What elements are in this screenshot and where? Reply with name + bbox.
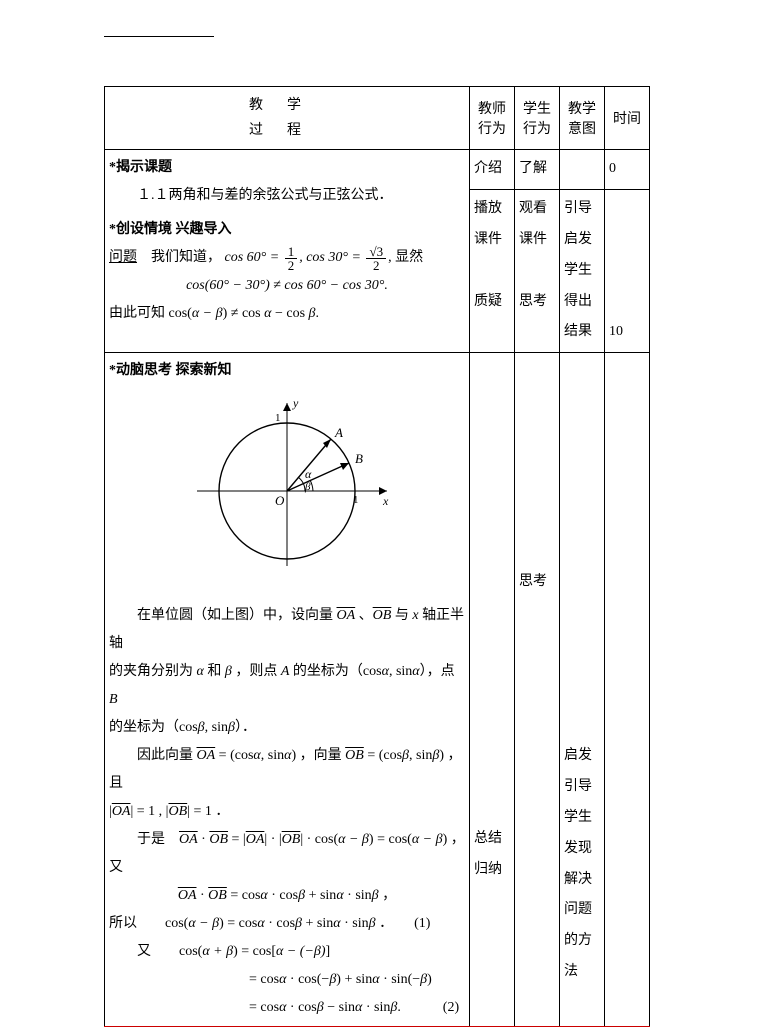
f1a: cos 60° = xyxy=(225,250,280,265)
page-root: 教学 过程 教师行为 学生行为 教学意图 时间 *揭示课题 １.１两角和与差的余… xyxy=(0,0,770,1000)
sec2-line3: 由此可知 cos(α − β) ≠ cos α − cos β. xyxy=(109,300,465,328)
p4: 因此向量 OA = (cosα, sinα) ，向量 OB = (cosβ, s… xyxy=(109,742,465,798)
sec2-head: *创设情境 兴趣导入 xyxy=(109,216,465,244)
lesson-table: 教学 过程 教师行为 学生行为 教学意图 时间 *揭示课题 １.１两角和与差的余… xyxy=(104,86,650,1027)
unit-circle-wrap: y x A B O 1 1 α β xyxy=(109,391,465,592)
sec1-body: １.１两角和与差的余弦公式与正弦公式． xyxy=(109,182,465,210)
sec3-head: *动脑思考 探索新知 xyxy=(109,357,465,385)
r2-intent: 引导 启发 学生 得出 结果 xyxy=(560,190,605,353)
hdr-intent: 教学意图 xyxy=(560,87,605,150)
f1c: , cos 30° = xyxy=(299,250,361,265)
p10: = cosα · cos(−β) + sinα · sin(−β) xyxy=(109,966,465,994)
r2-time: 10 xyxy=(605,190,650,353)
r3-intent: 启发 引导 学生 发现 解决 问题 的方 法 xyxy=(560,353,605,1027)
f1e: , 显然 xyxy=(388,250,423,265)
lbl-x: x xyxy=(382,494,389,508)
p5: |OA| = 1 , |OB| = 1 ． xyxy=(109,798,465,826)
unit-circle-svg: y x A B O 1 1 α β xyxy=(177,391,397,581)
lbl-alpha: α xyxy=(305,467,312,481)
row-explore: *动脑思考 探索新知 xyxy=(105,353,650,1027)
hdr-time: 时间 xyxy=(605,87,650,150)
row-topic: *揭示课题 １.１两角和与差的余弦公式与正弦公式． *创设情境 兴趣导入 问题 … xyxy=(105,150,650,190)
lbl-1top: 1 xyxy=(275,412,281,424)
p7: OA · OB = cosα · cosβ + sinα · sinβ ， xyxy=(109,882,465,910)
r3-student: 思考 xyxy=(515,353,560,1027)
r3-main: *动脑思考 探索新知 xyxy=(105,353,470,1027)
lbl-A: A xyxy=(334,425,343,440)
hdr-teacher: 教师行为 xyxy=(470,87,515,150)
hdr-main1: 教学 xyxy=(249,98,325,113)
hdr-student: 学生行为 xyxy=(515,87,560,150)
r3-time xyxy=(605,353,650,1027)
p11: = cosα · cosβ − sinα · sinβ. (2) xyxy=(109,994,465,1022)
header-row: 教学 过程 教师行为 学生行为 教学意图 时间 xyxy=(105,87,650,150)
hdr-main2: 过程 xyxy=(249,123,325,138)
p1: 在单位圆（如上图）中，设向量 OA 、OB 与 x 轴正半轴 xyxy=(109,602,465,658)
frac-sqrt3-2: √32 xyxy=(366,245,386,272)
p3: 的坐标为（cosβ, sinβ）． xyxy=(109,714,465,742)
r2-teacher: 播放 课件 质疑 xyxy=(470,190,515,353)
lbl-beta: β xyxy=(304,481,311,493)
lbl-O: O xyxy=(275,493,285,508)
lbl-y: y xyxy=(292,396,299,410)
p9: 又 cos(α + β) = cos[α − (−β)] xyxy=(109,938,465,966)
r1-student: 了解 xyxy=(515,150,560,190)
r2-student: 观看 课件 思考 xyxy=(515,190,560,353)
r3-teacher: 总结 归纳 xyxy=(470,353,515,1027)
sec2-lead: 问题 xyxy=(109,250,137,265)
r1-teacher: 介绍 xyxy=(470,150,515,190)
frac-half: 12 xyxy=(285,245,298,272)
lbl-1right: 1 xyxy=(353,494,359,506)
p6: 于是 OA · OB = |OA| · |OB| · cos(α − β) = … xyxy=(109,826,465,882)
top-rule xyxy=(104,36,214,37)
header-main: 教学 过程 xyxy=(105,87,470,150)
r1-time: 0 xyxy=(605,150,650,190)
p8: 所以 cos(α − β) = cosα · cosβ + sinα · sin… xyxy=(109,910,465,938)
r1-intent xyxy=(560,150,605,190)
sec1-head: *揭示课题 xyxy=(109,154,465,182)
lbl-B: B xyxy=(355,451,363,466)
sec2-leadtext: 我们知道， xyxy=(151,250,221,265)
p2: 的夹角分别为 α 和 β ，则点 A 的坐标为（cosα, sinα），点 B xyxy=(109,658,465,714)
sec2-line2: cos(60° − 30°) ≠ cos 60° − cos 30°. xyxy=(109,272,465,300)
sec2-line1: 问题 我们知道， cos 60° = 12, cos 30° = √32, 显然 xyxy=(109,244,465,272)
